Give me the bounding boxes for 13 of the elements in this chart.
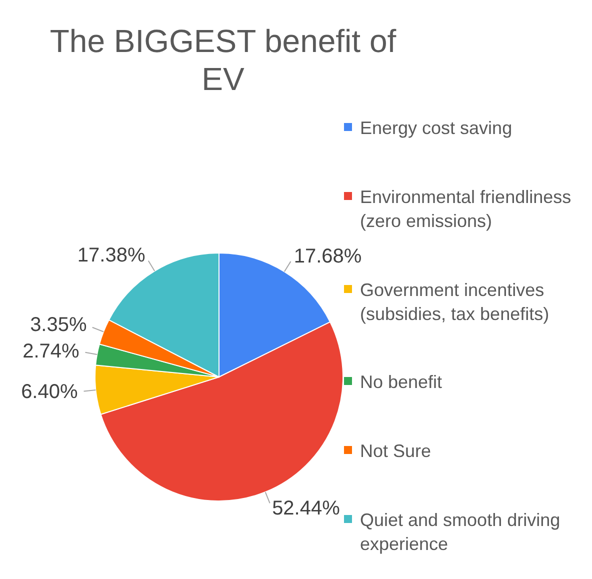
legend-label: Quiet and smooth driving experience: [360, 508, 562, 556]
data-label: 17.38%: [77, 244, 146, 267]
data-label: 2.74%: [22, 340, 80, 362]
data-label: 17.68%: [294, 245, 362, 268]
legend-label: Energy cost saving: [360, 117, 512, 140]
legend-label: Environmental friendliness (zero emissions): [360, 186, 572, 233]
data-label: 6.40%: [21, 380, 78, 403]
data-label: 52.44%: [272, 498, 340, 520]
chart-title: The BIGGEST benefit of EV: [48, 22, 398, 98]
legend-label: Government incentives (subsidies, tax benefits): [360, 278, 550, 326]
data-label: 3.35%: [30, 314, 87, 336]
legend-label: No benefit: [360, 371, 442, 394]
legend-label: Not Sure: [360, 440, 432, 464]
